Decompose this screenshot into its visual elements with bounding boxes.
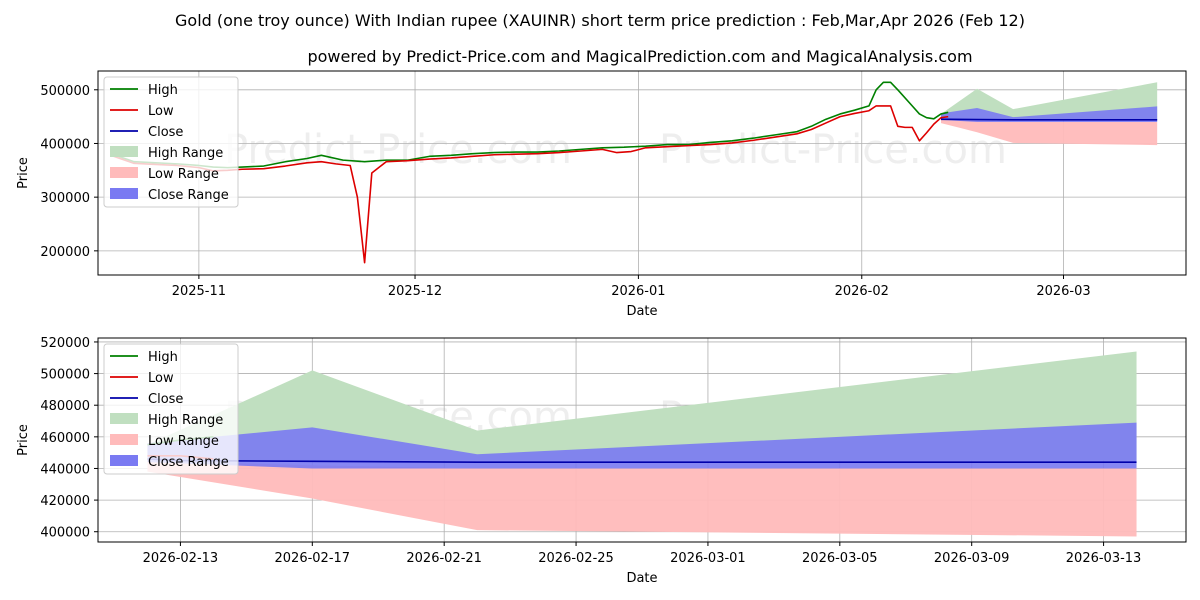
y-tick-label: 480000	[40, 399, 90, 414]
y-tick-label: 400000	[40, 137, 90, 152]
legend-label: Close Range	[148, 188, 229, 203]
y-tick-label: 520000	[40, 336, 90, 351]
axes-frame	[97, 70, 1187, 276]
x-tick-label: 2026-03	[1036, 284, 1090, 299]
tick-labels: 2025-11 2025-12 2026-01 2026-02 2026-03 20000…	[40, 84, 1090, 299]
legend: High Low Close High Range Low Range Close Ran…	[103, 343, 239, 475]
tick-labels: 2026-02-13 2026-02-17 2026-02-21 2026-02-25…	[40, 336, 1141, 566]
x-tick-label: 2026-02-13	[143, 551, 219, 566]
axes-frame	[97, 337, 1187, 543]
x-tick-label: 2026-02	[835, 284, 889, 299]
y-tick-label: 460000	[40, 431, 90, 446]
legend-swatch-patch	[110, 146, 138, 157]
watermark-text: Predict-Price.com	[659, 127, 1007, 173]
legend-swatch-patch	[110, 167, 138, 178]
grid-lines	[98, 71, 1186, 275]
legend-swatch-patch	[110, 434, 138, 445]
y-tick-label: 200000	[40, 245, 90, 260]
legend-label: High Range	[148, 413, 223, 428]
legend-swatch-patch	[110, 455, 138, 466]
y-axis-label: Price	[16, 157, 31, 189]
legend: High Low Close High Range Low Range Close Ran…	[103, 76, 239, 208]
series-high-line	[112, 81, 949, 169]
series-low-line	[112, 105, 949, 264]
x-tick-label: 2026-03-13	[1066, 551, 1142, 566]
legend-label: Close	[148, 125, 183, 140]
legend-entry-low: Low	[110, 104, 174, 119]
range-low-range	[941, 119, 1158, 146]
y-tick-label: 500000	[40, 84, 90, 99]
range-close-range	[147, 422, 1137, 469]
range-close-range	[941, 106, 1158, 122]
legend-entry-high: High	[110, 83, 178, 98]
range-high-range	[147, 351, 1137, 461]
plot-area	[147, 351, 1137, 537]
top-panel: Predict-Price.com Predict-Price.com2025-1…	[16, 70, 1187, 319]
x-axis-label: Date	[626, 571, 657, 586]
legend-entry-close: Close	[110, 392, 183, 407]
watermark-text: Predict-Price.com	[224, 127, 572, 173]
legend-entry-close: Close	[110, 125, 183, 140]
legend-entry-close-range: Close Range	[110, 455, 229, 470]
y-tick-label: 420000	[40, 494, 90, 509]
legend-entry-high: High	[110, 350, 178, 365]
y-tick-label: 300000	[40, 191, 90, 206]
x-tick-label: 2026-02-25	[538, 551, 614, 566]
series-close-line	[941, 118, 1158, 121]
x-tick-label: 2025-11	[172, 284, 226, 299]
x-tick-label: 2025-12	[388, 284, 442, 299]
legend-label: Close Range	[148, 455, 229, 470]
legend-swatch-patch	[110, 188, 138, 199]
legend-entry-high-range: High Range	[110, 413, 223, 428]
legend-entry-close-range: Close Range	[110, 188, 229, 203]
legend-label: Low Range	[148, 167, 219, 182]
x-tick-label: 2026-01	[611, 284, 665, 299]
x-tick-label: 2026-03-05	[802, 551, 878, 566]
x-tick-label: 2026-03-09	[934, 551, 1010, 566]
y-tick-label: 400000	[40, 526, 90, 541]
legend-label: Close	[148, 392, 183, 407]
x-tick-label: 2026-02-21	[406, 551, 482, 566]
legend-entry-low-range: Low Range	[110, 167, 219, 182]
legend-label: High Range	[148, 146, 223, 161]
legend-label: High	[148, 83, 178, 98]
x-tick-label: 2026-03-01	[670, 551, 746, 566]
legend-label: Low	[148, 104, 174, 119]
plot-area	[112, 81, 1158, 264]
bottom-panel: Predict-Price.comPredict-Price.com2026-0…	[16, 336, 1187, 586]
legend-label: Low	[148, 371, 174, 386]
chart-subtitle: powered by Predict-Price.com and Magical…	[307, 47, 972, 66]
x-axis-label: Date	[626, 304, 657, 319]
y-axis-label: Price	[16, 424, 31, 456]
legend-swatch-patch	[110, 413, 138, 424]
y-tick-label: 500000	[40, 368, 90, 383]
x-tick-label: 2026-02-17	[275, 551, 351, 566]
legend-entry-low-range: Low Range	[110, 434, 219, 449]
range-high-range	[941, 82, 1158, 120]
range-low-range	[147, 460, 1137, 537]
legend-label: High	[148, 350, 178, 365]
chart-title: Gold (one troy ounce) With Indian rupee …	[175, 11, 1025, 30]
legend-entry-high-range: High Range	[110, 146, 223, 161]
legend-entry-low: Low	[110, 371, 174, 386]
y-tick-label: 440000	[40, 462, 90, 477]
legend-label: Low Range	[148, 434, 219, 449]
